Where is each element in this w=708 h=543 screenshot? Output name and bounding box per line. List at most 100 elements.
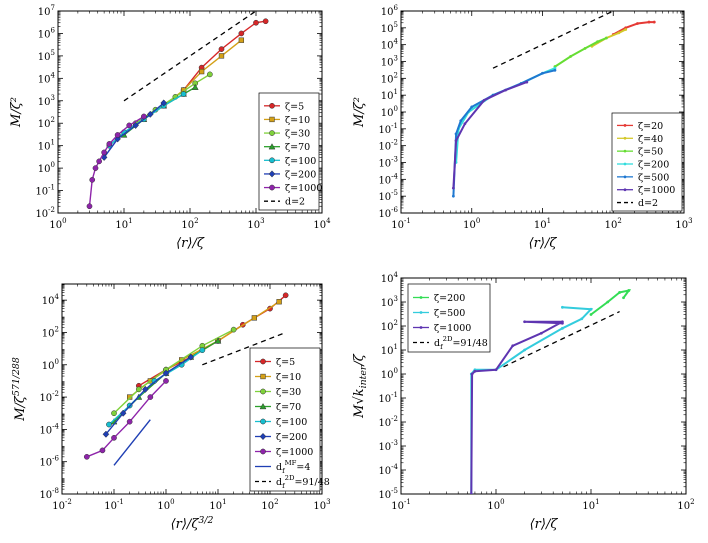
- x-tick-label: 103: [247, 217, 264, 231]
- data-point: [146, 110, 154, 118]
- y-tick-label: 102: [381, 71, 398, 85]
- legend: ζ=5 ζ=10 ζ=30 ζ=70 ζ=100 ζ=200 ζ=1000dfMF=4df2…: [249, 347, 330, 492]
- y-tick-label: 104: [381, 38, 399, 52]
- data-point: [127, 394, 133, 400]
- legend-label: d=2: [285, 197, 305, 208]
- data-point: [126, 122, 133, 129]
- chart-panel-b: 10-1 100 101 102 103 10-6 10-5 10-4 10-3 10-2 10-1…: [352, 4, 693, 251]
- data-point: [126, 418, 133, 425]
- data-point: [523, 348, 526, 352]
- y-tick-label: 101: [381, 343, 398, 357]
- legend-marker: [259, 402, 267, 410]
- legend-label: ζ=40: [638, 134, 663, 145]
- x-tick-label: 100: [463, 217, 480, 231]
- y-tick-label: 100: [381, 105, 398, 119]
- y-tick-label: 10-8: [39, 487, 59, 501]
- x-axis-label: ⟨r⟩/ζ3/2: [171, 515, 214, 532]
- y-tick-label: 10-6: [39, 455, 59, 469]
- legend: ζ=5 ζ=10 ζ=30 ζ=70 ζ=100 ζ=200 ζ=1000 d=2: [258, 92, 322, 211]
- series-line: [202, 331, 286, 366]
- legend-marker: [269, 102, 275, 109]
- data-point: [276, 299, 282, 305]
- y-tick-label: 103: [381, 295, 398, 309]
- data-point: [86, 203, 93, 210]
- data-point: [580, 317, 584, 321]
- data-point: [111, 434, 117, 441]
- data-point: [141, 385, 149, 393]
- y-tick-label: 102: [381, 319, 398, 333]
- data-point: [251, 315, 257, 321]
- legend-marker: [419, 311, 423, 314]
- y-tick-label: 10-1: [378, 391, 398, 405]
- data-point: [617, 31, 621, 35]
- y-tick-label: 10-1: [35, 184, 55, 198]
- y-axis-label: M/ζ²: [9, 97, 24, 128]
- y-tick-label: 106: [381, 4, 399, 18]
- legend-label: ζ=30: [285, 129, 310, 140]
- legend-marker: [269, 130, 275, 136]
- data-point: [523, 320, 526, 324]
- data-point: [101, 149, 107, 156]
- data-point: [606, 300, 610, 304]
- data-point: [647, 20, 651, 24]
- x-tick-label: 10-2: [52, 498, 72, 512]
- data-point: [459, 119, 463, 123]
- plot-area: [86, 11, 269, 210]
- data-point: [583, 47, 587, 50]
- data-point: [162, 369, 170, 377]
- data-point: [238, 37, 245, 43]
- legend-label: ζ=500: [638, 172, 669, 183]
- y-axis-label: M/ζ571/288: [11, 357, 28, 422]
- data-point: [451, 194, 455, 198]
- x-tick-label: 101: [209, 498, 226, 512]
- data-point: [624, 28, 628, 31]
- data-point: [596, 40, 599, 44]
- legend-box: [611, 112, 683, 212]
- data-point: [163, 378, 169, 384]
- data-point: [463, 122, 467, 126]
- data-point: [541, 71, 544, 75]
- data-point: [627, 289, 631, 292]
- legend-marker: [268, 143, 276, 150]
- series-line: [591, 28, 627, 48]
- data-point: [561, 305, 564, 309]
- data-point: [553, 66, 557, 70]
- data-point: [262, 18, 269, 25]
- x-tick-label: 104: [313, 217, 331, 231]
- y-tick-label: 103: [38, 94, 55, 108]
- data-point: [561, 321, 564, 325]
- data-point: [604, 36, 608, 40]
- legend-label: df2D=91/48: [434, 335, 488, 351]
- data-point: [83, 453, 90, 460]
- legend-marker: [260, 388, 266, 395]
- data-point: [102, 430, 110, 438]
- data-point: [106, 421, 112, 428]
- data-point: [191, 83, 199, 90]
- y-tick-label: 10-2: [378, 415, 398, 429]
- data-point: [207, 71, 213, 78]
- data-point: [553, 68, 557, 72]
- legend-label: ζ=200: [434, 293, 465, 304]
- y-tick-label: 105: [381, 21, 398, 35]
- y-tick-label: 101: [38, 139, 55, 153]
- x-axis-label: ⟨r⟩/ζ: [530, 517, 559, 532]
- data-point: [218, 53, 225, 59]
- data-point: [282, 292, 289, 299]
- data-point: [141, 113, 147, 120]
- legend-label: ζ=200: [276, 432, 307, 443]
- data-point: [469, 492, 473, 494]
- x-tick-label: 100: [157, 498, 174, 512]
- data-point: [504, 88, 507, 92]
- x-tick-label: 100: [49, 217, 66, 231]
- data-point: [470, 105, 474, 109]
- plot-frame: [61, 283, 323, 495]
- legend-box: [407, 283, 491, 353]
- series-line: [492, 11, 615, 69]
- data-point: [589, 313, 593, 316]
- x-tick-label: 10-1: [391, 217, 411, 231]
- x-tick-label: 100: [487, 498, 504, 512]
- x-tick-label: 102: [181, 217, 198, 231]
- x-tick-label: 103: [313, 498, 330, 512]
- plot-area: [83, 292, 289, 466]
